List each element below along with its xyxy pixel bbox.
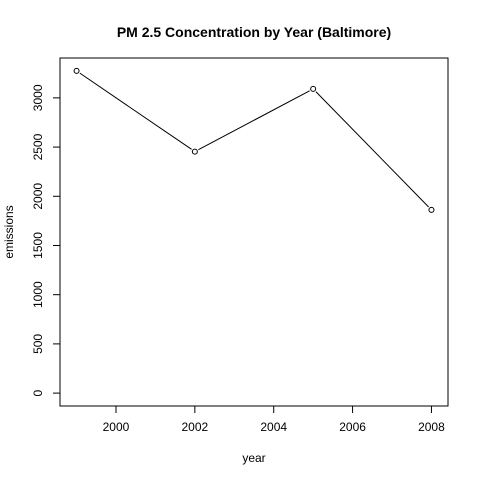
x-tick-label: 2000 bbox=[103, 420, 130, 434]
data-point-marker bbox=[310, 85, 317, 92]
x-tick-label: 2004 bbox=[260, 420, 287, 434]
data-point-marker bbox=[191, 148, 198, 155]
y-tick-label: 1000 bbox=[31, 281, 45, 308]
chart-title: PM 2.5 Concentration by Year (Baltimore) bbox=[117, 24, 391, 40]
x-tick-label: 2008 bbox=[418, 420, 445, 434]
series-line-segment bbox=[315, 91, 429, 208]
x-axis-label: year bbox=[242, 451, 265, 465]
series-line-segment bbox=[198, 90, 310, 151]
data-point-marker bbox=[428, 206, 435, 213]
x-tick-label: 2006 bbox=[339, 420, 366, 434]
y-tick-label: 3000 bbox=[31, 84, 45, 111]
x-tick-label: 2002 bbox=[182, 420, 209, 434]
y-tick-label: 500 bbox=[31, 334, 45, 354]
y-tick-label: 2000 bbox=[31, 183, 45, 210]
y-tick-label: 2500 bbox=[31, 133, 45, 160]
series-line-segment bbox=[79, 72, 192, 150]
y-tick-label: 0 bbox=[31, 389, 45, 396]
y-axis: 0 500 1000 1500 2000 2500 3000 bbox=[31, 84, 60, 396]
y-axis-label: emissions bbox=[2, 205, 16, 258]
data-point-marker bbox=[73, 67, 80, 74]
y-tick-label: 1500 bbox=[31, 232, 45, 259]
plot-frame bbox=[59, 57, 449, 407]
x-axis: 2000 2002 2004 2006 2008 bbox=[103, 406, 445, 434]
series-layer bbox=[73, 67, 435, 213]
